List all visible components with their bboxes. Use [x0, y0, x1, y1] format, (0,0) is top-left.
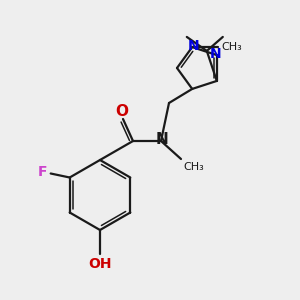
Text: N: N	[188, 39, 199, 53]
Text: F: F	[38, 166, 48, 179]
Text: N: N	[210, 47, 222, 61]
Text: OH: OH	[88, 257, 112, 271]
Text: CH₃: CH₃	[221, 42, 242, 52]
Text: N: N	[156, 133, 168, 148]
Text: O: O	[116, 103, 128, 118]
Text: CH₃: CH₃	[183, 162, 204, 172]
